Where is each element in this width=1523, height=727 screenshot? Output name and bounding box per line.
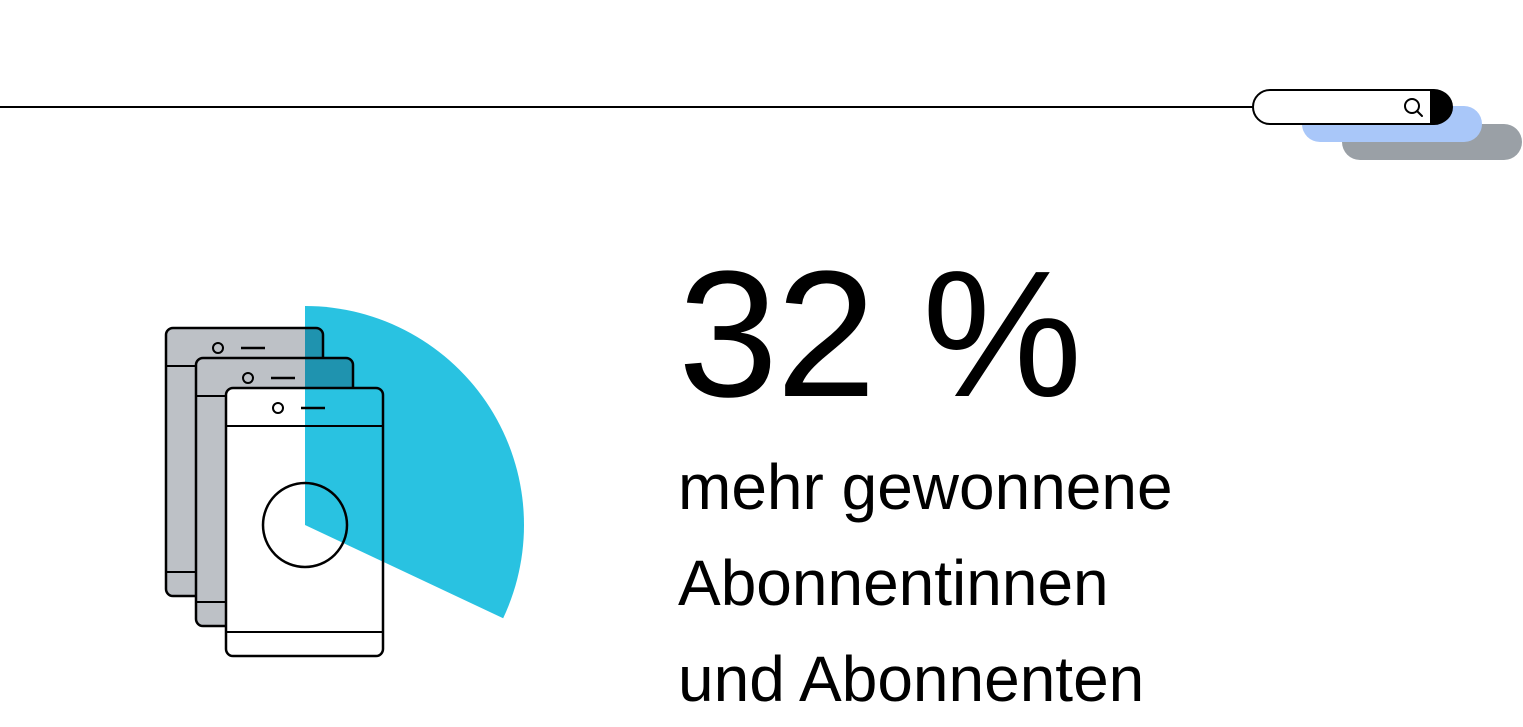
header-divider-line xyxy=(0,106,1262,108)
stat-description-line-2: Abonnentinnen xyxy=(678,547,1109,619)
search-bar-end-cap xyxy=(1430,90,1453,124)
search-icon xyxy=(1404,98,1423,117)
search-bar-outline xyxy=(1252,89,1452,125)
stat-block: 32 % mehr gewonnene Abonnentinnen und Ab… xyxy=(678,245,1508,727)
mobile-devices-illustration xyxy=(164,306,524,658)
stat-value: 32 % xyxy=(678,234,1082,435)
search-bar-graphic xyxy=(1252,89,1522,160)
percentage-wedge xyxy=(305,306,524,619)
stat-description: mehr gewonnene Abonnentinnen und Abonnen… xyxy=(678,439,1508,727)
home-button-circle xyxy=(261,481,349,569)
stat-description-line-1: mehr gewonnene xyxy=(678,451,1173,523)
stat-description-line-3: und Abonnenten xyxy=(678,643,1145,715)
